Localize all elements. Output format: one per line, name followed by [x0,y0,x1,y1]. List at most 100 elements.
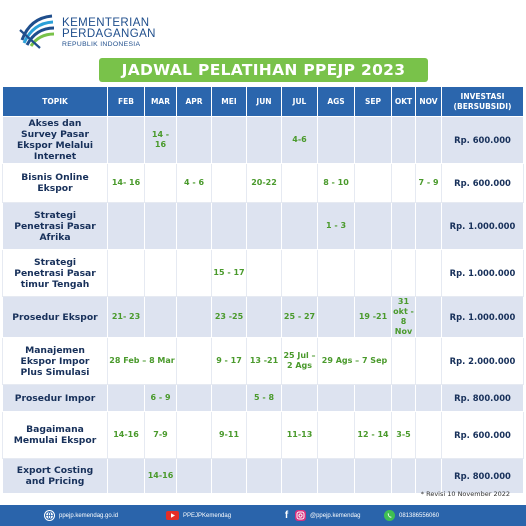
globe-icon [44,510,55,521]
schedule-body: Akses dan Survey Pasar Ekspor Melalui In… [2,116,524,494]
date-cell [211,458,247,494]
date-cell: 14 - 16 [144,116,177,164]
date-cell: 23 -25 [211,296,247,338]
facebook-icon: f [284,510,289,521]
footer-social-text: @ppejp.kemendag [310,512,361,519]
date-cell [211,202,247,250]
date-cell: 11-13 [281,411,318,459]
date-cell [391,163,416,203]
revision-note: * Revisi 10 November 2022 [420,490,510,498]
kemendag-logo-icon [19,14,55,49]
date-cell [391,384,416,412]
page-title: JADWAL PELATIHAN PPEJP 2023 [99,58,428,82]
date-cell [107,202,145,250]
date-cell [354,384,392,412]
col-header-mar: MAR [144,86,177,117]
date-cell [317,116,355,164]
date-cell [391,202,416,250]
date-cell: 4 - 6 [176,163,212,203]
instagram-icon [295,510,306,521]
footer-phone[interactable]: 081386556060 [384,510,439,521]
date-cell [391,116,416,164]
date-cell [246,296,282,338]
date-cell: 7-9 [144,411,177,459]
footer-website[interactable]: ppejp.kemendag.go.id [44,510,118,521]
date-cell: 8 - 10 [317,163,355,203]
date-cell [354,116,392,164]
topic-cell: Bisnis Online Ekspor [2,163,108,203]
date-cell [107,249,145,297]
date-cell [246,202,282,250]
date-cell [415,296,442,338]
date-cell [317,296,355,338]
col-header-sep: SEP [354,86,392,117]
date-cell [354,249,392,297]
date-cell: 9-11 [211,411,247,459]
date-cell: 25 Jul – 2 Ags [281,337,318,385]
date-cell: 31 okt - 8 Nov [391,296,416,338]
table-row: Manajemen Ekspor Impor Plus Simulasi 28 F… [2,337,524,385]
date-cell: 25 - 27 [281,296,318,338]
date-cell [107,116,145,164]
date-cell [211,384,247,412]
topic-cell: Manajemen Ekspor Impor Plus Simulasi [2,337,108,385]
date-cell: 4-6 [281,116,318,164]
date-cell [415,337,442,385]
date-cell: 6 - 9 [144,384,177,412]
date-cell: 15 - 17 [211,249,247,297]
price-cell: Rp. 600.000 [441,116,524,164]
date-cell: 21- 23 [107,296,145,338]
col-header-ags: AGS [317,86,355,117]
footer-phone-text: 081386556060 [399,512,440,519]
date-cell [176,249,212,297]
col-header-okt: OKT [391,86,416,117]
date-cell [176,202,212,250]
table-row: Bagaimana Memulai Ekspor 14-16 7-9 9-11 11-1… [2,411,524,459]
date-cell: 5 - 8 [246,384,282,412]
col-header-topik: TOPIK [2,86,108,117]
date-cell [281,458,318,494]
date-cell [246,411,282,459]
topic-cell: Prosedur Impor [2,384,108,412]
col-header-investasi: INVESTASI (BERSUBSIDI) [441,86,524,117]
date-cell [317,458,355,494]
date-cell [354,202,392,250]
date-cell: 14- 16 [107,163,145,203]
date-cell [354,163,392,203]
org-line-1: KEMENTERIAN [62,17,150,29]
org-line-3: REPUBLIK INDONESIA [62,41,141,48]
date-cell: 9 - 17 [211,337,247,385]
date-cell [281,384,318,412]
date-cell [281,163,318,203]
price-cell: Rp. 1.000.000 [441,296,524,338]
date-cell: 28 Feb – 8 Mar [107,337,177,385]
date-cell [246,458,282,494]
date-cell [144,249,177,297]
date-cell [317,411,355,459]
date-cell [211,116,247,164]
schedule-table: TOPIK FEB MAR APR MEI JUN JUL AGS SEP OK… [2,86,524,494]
col-header-jul: JUL [281,86,318,117]
whatsapp-icon [384,510,395,521]
col-header-mei: MEI [211,86,247,117]
footer-youtube[interactable]: PPEJPKemendag [166,510,231,521]
date-cell [176,384,212,412]
date-cell: 14-16 [144,458,177,494]
footer-social[interactable]: f @ppejp.kemendag [282,510,360,521]
date-cell [317,384,355,412]
topic-cell: Bagaimana Memulai Ekspor [2,411,108,459]
date-cell [415,249,442,297]
date-cell: 14-16 [107,411,145,459]
col-header-jun: JUN [246,86,282,117]
table-header-row: TOPIK FEB MAR APR MEI JUN JUL AGS SEP OK… [2,86,524,117]
table-row: Akses dan Survey Pasar Ekspor Melalui In… [2,116,524,164]
footer-youtube-text: PPEJPKemendag [183,512,232,519]
price-cell: Rp. 600.000 [441,411,524,459]
table-row: Strategi Penetrasi Pasar timur Tengah 15 … [2,249,524,297]
price-cell: Rp. 600.000 [441,163,524,203]
price-cell: Rp. 2.000.000 [441,337,524,385]
date-cell [176,458,212,494]
table-row: Bisnis Online Ekspor 14- 16 4 - 6 20-22 8 - … [2,163,524,203]
date-cell [176,116,212,164]
date-cell: 19 -21 [354,296,392,338]
